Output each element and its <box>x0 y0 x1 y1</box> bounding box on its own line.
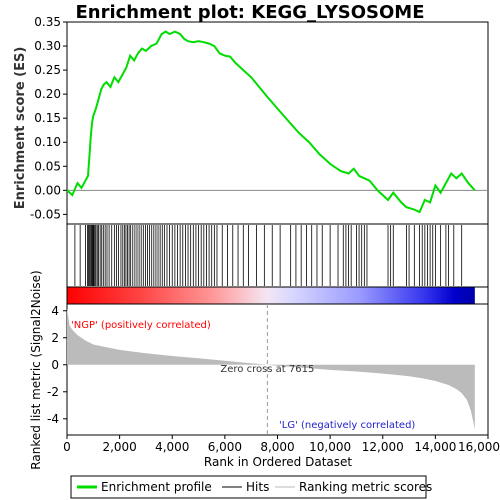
x-tick-label: 14,000 <box>414 440 456 454</box>
legend-metric-label: Ranking metric scores <box>299 480 432 494</box>
ranking-color-band <box>66 286 489 305</box>
es-y-tick-label: 0.15 <box>34 111 61 125</box>
metric-y-tick-label: 2 <box>51 331 59 345</box>
metric-y-axis-label: Ranked list metric (Signal2Noise) <box>29 270 43 469</box>
es-y-tick-label: 0.00 <box>34 183 61 197</box>
es-panel: -0.05 0.00 0.05 0.10 0.15 0.20 0.25 0.30 0.35 En… <box>13 15 489 225</box>
x-tick-label: 12,000 <box>362 440 404 454</box>
x-axis-ticks: 0 2,000 4,000 6,000 8,000 10,000 12,000 14,000 1… <box>63 435 500 454</box>
legend-hits-label: Hits <box>246 480 269 494</box>
negative-correlation-label: 'LG' (negatively correlated) <box>279 420 415 431</box>
metric-y-tick-label: 4 <box>51 304 59 318</box>
es-y-tick-label: 0.20 <box>34 87 61 101</box>
es-plot-frame <box>66 21 489 225</box>
enrichment-profile-line <box>66 30 476 214</box>
es-y-ticks: -0.05 0.00 0.05 0.10 0.15 0.20 0.25 0.30 0.35 <box>30 15 67 221</box>
metric-y-ticks: -4 -2 0 2 4 <box>47 304 67 426</box>
ranking-metric-area <box>67 308 475 430</box>
metric-y-tick-label: 0 <box>51 358 59 372</box>
x-axis-label: Rank in Ordered Dataset <box>204 455 352 469</box>
es-y-tick-label: 0.35 <box>34 15 61 29</box>
x-tick-label: 16,000 <box>458 440 500 454</box>
es-y-tick-label: 0.25 <box>34 63 61 77</box>
metric-y-tick-label: -4 <box>47 412 59 426</box>
color-band-bar <box>67 287 475 304</box>
es-y-axis-label: Enrichment score (ES) <box>13 47 28 210</box>
hit-markers <box>74 225 463 286</box>
hits-panel <box>66 223 489 288</box>
x-tick-label: 2,000 <box>102 440 136 454</box>
metric-panel: -4 -2 0 2 4 'NGP' (positively correlated) Ze… <box>29 270 489 470</box>
x-tick-label: 0 <box>63 440 71 454</box>
legend-profile-label: Enrichment profile <box>101 480 212 494</box>
zero-cross-label: Zero cross at 7615 <box>220 364 314 375</box>
x-tick-label: 8,000 <box>260 440 294 454</box>
chart-title: Enrichment plot: KEGG_LYSOSOME <box>75 2 424 23</box>
es-y-tick-label: -0.05 <box>30 207 61 221</box>
es-y-tick-label: 0.10 <box>34 135 61 149</box>
x-tick-label: 4,000 <box>155 440 189 454</box>
metric-y-tick-label: -2 <box>47 385 59 399</box>
x-tick-label: 6,000 <box>208 440 242 454</box>
legend-box <box>70 475 427 499</box>
x-tick-label: 10,000 <box>309 440 351 454</box>
es-y-tick-label: 0.30 <box>34 39 61 53</box>
es-y-tick-label: 0.05 <box>34 159 61 173</box>
legend: Enrichment profile Hits Ranking metric s… <box>70 475 432 499</box>
positive-correlation-label: 'NGP' (positively correlated) <box>71 320 211 331</box>
